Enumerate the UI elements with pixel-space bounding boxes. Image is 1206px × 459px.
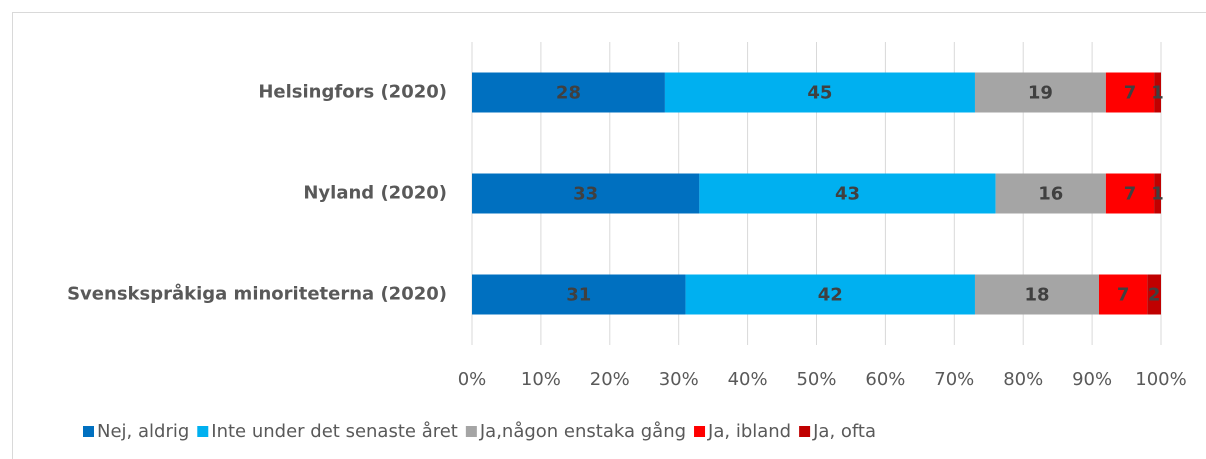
x-tick-label: 60%	[865, 369, 905, 390]
bar-segment	[1154, 72, 1161, 113]
bar-segment	[472, 72, 665, 113]
bar-segment	[1147, 274, 1161, 315]
data-label: 1	[1151, 83, 1164, 104]
data-label: 7	[1124, 83, 1137, 104]
bar-segment	[664, 72, 975, 113]
y-tick-label: Svenskspråkiga minoriteterna (2020)	[67, 283, 447, 305]
data-label: 31	[566, 285, 591, 306]
bar-segment	[472, 274, 686, 315]
legend-swatch	[799, 426, 811, 437]
legend-label: Ja, ofta	[812, 421, 876, 442]
data-label: 28	[556, 83, 581, 104]
y-tick-label: Helsingfors (2020)	[258, 82, 447, 103]
data-label: 19	[1028, 83, 1053, 104]
legend-swatch	[197, 426, 209, 437]
legend-swatch	[694, 426, 706, 437]
data-label: 16	[1038, 184, 1063, 205]
legend-swatch	[83, 426, 94, 437]
legend-swatch	[465, 426, 477, 437]
bar-segment	[685, 274, 975, 315]
data-label: 7	[1124, 184, 1137, 205]
legend-label: Inte under det senaste året	[211, 421, 458, 442]
data-label: 43	[835, 184, 860, 205]
x-tick-label: 50%	[796, 369, 836, 390]
data-label: 1	[1151, 184, 1164, 205]
x-tick-label: 70%	[934, 369, 974, 390]
y-tick-label: Nyland (2020)	[303, 183, 447, 204]
x-tick-label: 20%	[590, 369, 630, 390]
chart-border	[12, 12, 1206, 459]
bar-segment	[974, 274, 1099, 315]
x-tick-label: 100%	[1135, 369, 1186, 390]
x-tick-label: 80%	[1003, 369, 1043, 390]
data-label: 33	[573, 184, 598, 205]
data-label: 42	[818, 285, 843, 306]
x-tick-label: 30%	[659, 369, 699, 390]
bar-segment	[974, 72, 1106, 113]
data-label: 18	[1024, 285, 1049, 306]
x-tick-label: 40%	[728, 369, 768, 390]
bar-segment	[995, 173, 1106, 214]
bar-segment	[1105, 72, 1155, 113]
data-label: 45	[807, 83, 832, 104]
legend-label: Nej, aldrig	[97, 421, 189, 442]
bar-segment	[1154, 173, 1161, 214]
data-label: 2	[1148, 285, 1161, 306]
legend-label: Ja,någon enstaka gång	[479, 421, 686, 442]
x-tick-label: 90%	[1072, 369, 1112, 390]
x-tick-label: 0%	[458, 369, 487, 390]
data-label: 7	[1117, 285, 1130, 306]
bar-segment	[1105, 173, 1155, 214]
legend-label: Ja, ibland	[707, 421, 791, 442]
bar-segment	[699, 173, 996, 214]
x-tick-label: 10%	[521, 369, 561, 390]
bar-segment	[1098, 274, 1148, 315]
bar-segment	[472, 173, 700, 214]
